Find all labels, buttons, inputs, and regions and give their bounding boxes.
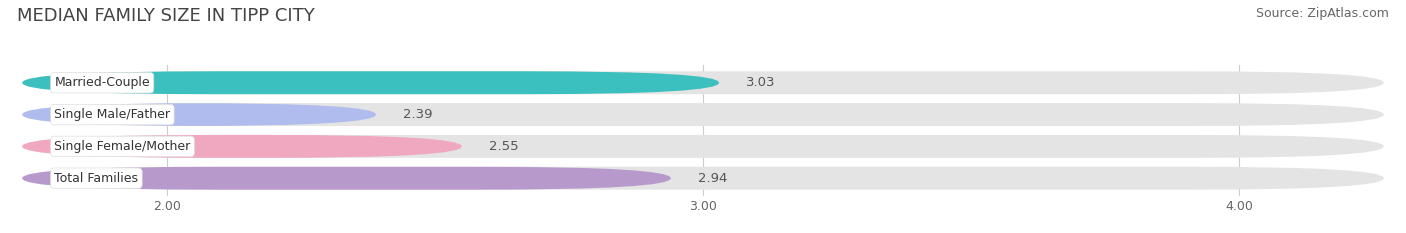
Text: Source: ZipAtlas.com: Source: ZipAtlas.com xyxy=(1256,7,1389,20)
Text: Single Female/Mother: Single Female/Mother xyxy=(55,140,191,153)
Text: Single Male/Father: Single Male/Father xyxy=(55,108,170,121)
FancyBboxPatch shape xyxy=(22,103,375,126)
Text: Married-Couple: Married-Couple xyxy=(55,76,150,89)
Text: 2.94: 2.94 xyxy=(697,172,727,185)
FancyBboxPatch shape xyxy=(22,135,461,158)
Text: 3.03: 3.03 xyxy=(745,76,775,89)
Text: MEDIAN FAMILY SIZE IN TIPP CITY: MEDIAN FAMILY SIZE IN TIPP CITY xyxy=(17,7,315,25)
Text: Total Families: Total Families xyxy=(55,172,138,185)
FancyBboxPatch shape xyxy=(22,167,671,190)
FancyBboxPatch shape xyxy=(22,135,1384,158)
FancyBboxPatch shape xyxy=(22,167,1384,190)
Text: 2.55: 2.55 xyxy=(488,140,519,153)
FancyBboxPatch shape xyxy=(22,71,718,94)
FancyBboxPatch shape xyxy=(22,71,1384,94)
FancyBboxPatch shape xyxy=(22,103,1384,126)
Text: 2.39: 2.39 xyxy=(402,108,432,121)
